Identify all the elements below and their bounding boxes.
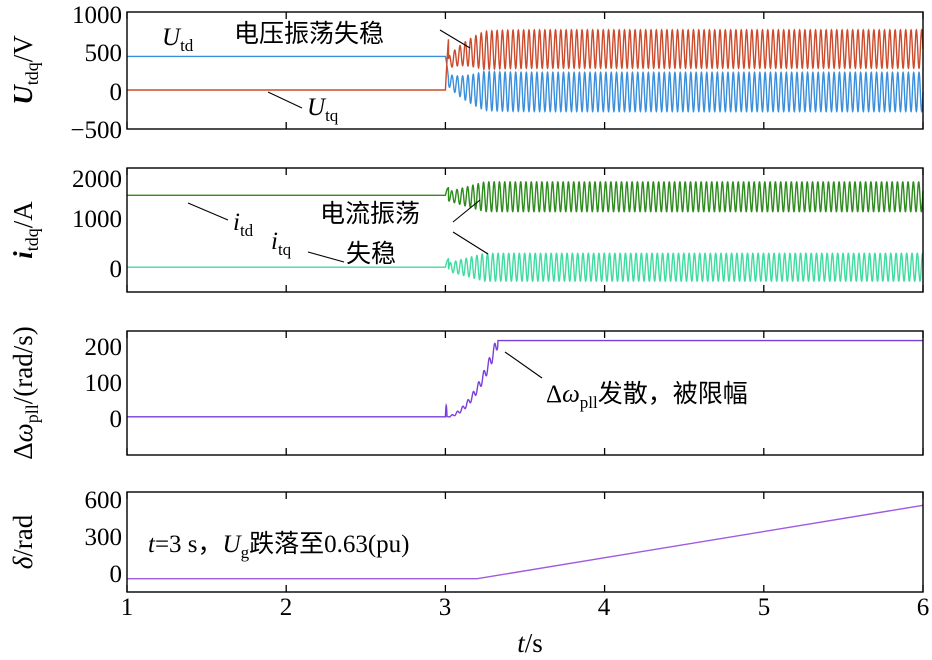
annotation-fault: t=3 s，Ug跌落至0.63(pu) bbox=[148, 530, 410, 562]
udq-ytick: 1000 bbox=[72, 2, 122, 29]
series-itd-line bbox=[127, 181, 924, 213]
annotation-utd: Utd bbox=[162, 24, 194, 55]
panel-dw: 200 100 0 Δωpll/(rad/s) Δωpll发散，被限幅 bbox=[8, 326, 924, 460]
annotation-dw: Δωpll发散，被限幅 bbox=[546, 380, 748, 412]
delta-lines bbox=[127, 504, 924, 580]
delta-frame bbox=[126, 491, 924, 593]
annotation-itq: itq bbox=[271, 228, 292, 259]
leader-current-1 bbox=[452, 199, 481, 223]
delta-ytick: 300 bbox=[85, 524, 123, 551]
xtick-label: 4 bbox=[598, 594, 611, 621]
udq-ytick: 500 bbox=[85, 40, 123, 67]
delta-ylabel: δ/rad bbox=[8, 514, 38, 569]
x-axis-labels: 1 2 3 4 5 6 bbox=[121, 594, 930, 621]
dw-ylabel: Δωpll/(rad/s) bbox=[8, 326, 42, 459]
leader-current-2 bbox=[452, 231, 489, 255]
leader-itd bbox=[187, 202, 229, 221]
udq-lines bbox=[127, 28, 924, 113]
leader-voltage bbox=[439, 29, 471, 49]
dw-ytick: 0 bbox=[110, 406, 123, 433]
udq-yticks: 1000 500 0 −500 bbox=[70, 2, 122, 144]
idq-ytick: 0 bbox=[110, 256, 123, 283]
delta-yticks: 600 300 0 bbox=[85, 487, 123, 588]
annotation-utq: Utq bbox=[307, 94, 339, 125]
series-utq-line bbox=[127, 28, 924, 91]
idq-ylabel: itdq/A bbox=[8, 201, 42, 259]
udq-ytick: −500 bbox=[70, 117, 122, 144]
series-itq-line bbox=[127, 252, 924, 283]
dw-ytick: 200 bbox=[85, 334, 123, 361]
dw-yticks: 200 100 0 bbox=[85, 334, 123, 433]
udq-ytick: 0 bbox=[110, 79, 123, 106]
panel-udq: 1000 500 0 −500 Utdq/V Utd 电压振荡失稳 Utq bbox=[8, 2, 924, 144]
dw-lines bbox=[127, 339, 923, 418]
idq-lines bbox=[127, 181, 924, 283]
xtick-label: 5 bbox=[758, 594, 771, 621]
series-dw-line bbox=[127, 339, 923, 418]
idq-ytick: 1000 bbox=[72, 206, 122, 233]
leader-dw bbox=[504, 351, 543, 379]
annotation-current-instability-1: 电流振荡 bbox=[320, 200, 420, 228]
annotation-current-instability-2: 失稳 bbox=[346, 240, 396, 268]
dw-frame bbox=[126, 330, 924, 456]
delta-ytick: 0 bbox=[110, 561, 123, 588]
udq-ylabel: Utdq/V bbox=[8, 35, 42, 105]
xtick-label: 1 bbox=[121, 594, 134, 621]
series-utd-line bbox=[127, 55, 924, 113]
udq-frame bbox=[126, 11, 924, 130]
dw-ytick: 100 bbox=[85, 370, 123, 397]
delta-ytick: 600 bbox=[85, 487, 123, 514]
idq-frame bbox=[126, 167, 924, 293]
series-delta-line bbox=[127, 504, 924, 580]
xtick-label: 3 bbox=[439, 594, 452, 621]
xtick-label: 2 bbox=[280, 594, 293, 621]
leader-utq bbox=[267, 91, 303, 109]
xtick-label: 6 bbox=[917, 594, 930, 621]
idq-yticks: 2000 1000 0 bbox=[72, 166, 122, 283]
annotation-voltage-instability: 电压振荡失稳 bbox=[234, 20, 384, 48]
panel-delta: 600 300 0 δ/rad t=3 s，Ug跌落至0.63(pu) bbox=[8, 487, 924, 593]
x-axis-ticks bbox=[126, 12, 924, 592]
x-axis-title: t/s bbox=[517, 628, 543, 658]
leader-itq bbox=[307, 251, 345, 263]
panel-idq: 2000 1000 0 itdq/A itd itq 电流振荡 失稳 bbox=[8, 166, 924, 293]
annotation-itd: itd bbox=[233, 209, 254, 240]
idq-ytick: 2000 bbox=[72, 166, 122, 193]
